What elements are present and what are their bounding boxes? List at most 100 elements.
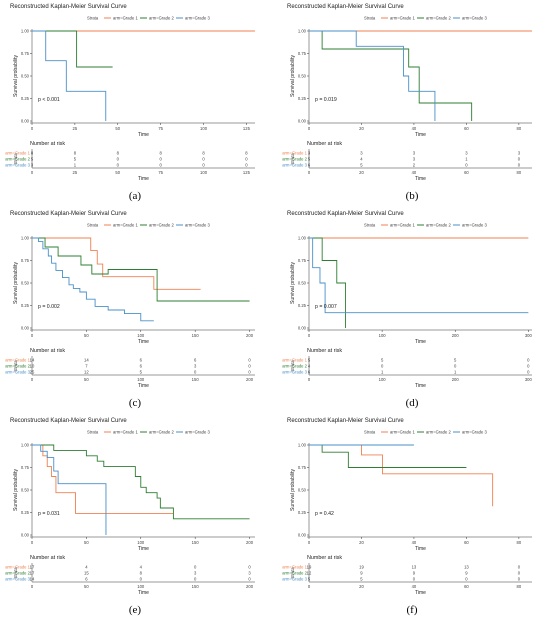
y-tick-label: 0.75: [21, 465, 30, 470]
risk-cell: 0: [248, 364, 251, 369]
panel-label: (d): [406, 397, 419, 409]
y-axis-label: Survival probability: [290, 55, 296, 97]
risk-cell: 17: [30, 565, 35, 570]
risk-x-tick-label: 50: [84, 584, 89, 589]
risk-cell: 3: [518, 151, 521, 156]
y-tick-label: 0.25: [298, 303, 307, 308]
risk-y-axis-label: Strata: [290, 360, 295, 372]
risk-cell: 0: [117, 157, 120, 162]
risk-cell: 8: [245, 151, 248, 156]
risk-cell: 1: [454, 370, 457, 375]
risk-row-label: arm=Grade 3: [282, 370, 307, 375]
risk-x-tick-label: 0: [31, 170, 34, 175]
legend-title: Strata: [87, 430, 99, 435]
risk-row-label: arm=Grade 2: [5, 364, 30, 369]
risk-table-title: Number at risk: [307, 348, 342, 354]
risk-cell: 3: [194, 364, 197, 369]
legend: Strata arm=Grade 1 arm=Grade 2 arm=Grade 3: [364, 430, 487, 435]
y-axis-label: Survival probability: [13, 469, 19, 511]
series-line-1: [32, 444, 174, 514]
chart-title: Reconstructed Kaplan-Meier Survival Curv…: [287, 4, 404, 10]
risk-row-label: arm=Grade 3: [282, 163, 307, 168]
series-line-2: [32, 444, 250, 520]
risk-cell: 3: [360, 151, 363, 156]
risk-x-tick-label: 60: [464, 170, 469, 175]
risk-cell: 0: [518, 163, 521, 168]
legend-item: arm=Grade 1: [390, 223, 415, 228]
risk-cell: 9: [465, 571, 468, 576]
risk-cell: 0: [202, 163, 205, 168]
x-tick-label: 25: [73, 126, 78, 131]
risk-table-title: Number at risk: [30, 141, 65, 147]
risk-cell: 3: [308, 151, 311, 156]
risk-cell: 4: [85, 565, 88, 570]
risk-x-tick-label: 75: [158, 170, 163, 175]
risk-row-label: arm=Grade 2: [282, 364, 307, 369]
x-tick-label: 150: [192, 540, 200, 545]
risk-cell: 0: [194, 370, 197, 375]
risk-cell: 5: [308, 358, 311, 363]
series-line-3: [32, 30, 107, 121]
risk-cell: 9: [360, 571, 363, 576]
risk-cell: 4: [140, 565, 143, 570]
km-panel-2: Reconstructed Kaplan-Meier Survival Curv…: [282, 4, 532, 202]
y-tick-label: 0.50: [298, 281, 307, 286]
risk-x-tick-label: 20: [359, 170, 364, 175]
series-line-2: [32, 30, 113, 68]
risk-cell: 3: [465, 151, 468, 156]
y-tick-label: 0.50: [21, 74, 30, 79]
x-tick-label: 300: [525, 333, 533, 338]
series-line-1: [32, 237, 201, 290]
risk-x-tick-label: 150: [192, 377, 200, 382]
risk-cell: 5: [140, 370, 143, 375]
risk-cell: 6: [85, 577, 88, 582]
risk-x-tick-label: 0: [308, 170, 311, 175]
risk-row-label: arm=Grade 1: [5, 565, 30, 570]
risk-cell: 0: [159, 163, 162, 168]
risk-cell: 6: [140, 364, 143, 369]
risk-cell: 5: [360, 577, 363, 582]
x-axis-label: Time: [138, 339, 149, 345]
risk-x-tick-label: 25: [73, 170, 78, 175]
risk-cell: 0: [202, 157, 205, 162]
y-tick-label: 1.00: [21, 29, 30, 34]
risk-row-label: arm=Grade 1: [282, 358, 307, 363]
legend: Strata arm=Grade 1 arm=Grade 2 arm=Grade 3: [87, 223, 210, 228]
y-tick-label: 0.25: [21, 303, 30, 308]
x-tick-label: 40: [412, 126, 417, 131]
x-tick-label: 150: [192, 333, 200, 338]
risk-row-label: arm=Grade 2: [5, 571, 30, 576]
risk-row-label: arm=Grade 2: [282, 571, 307, 576]
x-tick-label: 50: [84, 540, 89, 545]
legend: Strata arm=Grade 1 arm=Grade 2 arm=Grade 3: [364, 16, 487, 21]
y-tick-label: 0.00: [298, 326, 307, 331]
risk-cell: 0: [245, 157, 248, 162]
panel-label: (c): [129, 397, 142, 409]
y-tick-label: 0.75: [298, 258, 307, 263]
legend-item: arm=Grade 1: [113, 223, 138, 228]
y-tick-label: 0.25: [21, 510, 30, 515]
risk-row-label: arm=Grade 1: [282, 565, 307, 570]
risk-x-tick-label: 150: [192, 584, 200, 589]
y-tick-label: 0.50: [21, 281, 30, 286]
risk-x-tick-label: 100: [200, 170, 208, 175]
risk-x-tick-label: 300: [525, 377, 533, 382]
x-tick-label: 60: [464, 126, 469, 131]
risk-x-tick-label: 0: [308, 584, 311, 589]
risk-row-label: arm=Grade 1: [5, 151, 30, 156]
y-tick-label: 0.00: [21, 533, 30, 538]
x-axis-label: Time: [415, 546, 426, 552]
p-value: p < 0.001: [38, 97, 60, 103]
legend-item: arm=Grade 3: [462, 430, 487, 435]
risk-table-title: Number at risk: [30, 348, 65, 354]
risk-y-axis-label: Strata: [290, 153, 295, 165]
x-tick-label: 0: [308, 333, 311, 338]
x-axis-label: Time: [138, 132, 149, 138]
risk-x-tick-label: 60: [464, 584, 469, 589]
x-tick-label: 80: [517, 126, 522, 131]
chart-title: Reconstructed Kaplan-Meier Survival Curv…: [10, 211, 127, 217]
risk-cell: 19: [307, 565, 312, 570]
chart-title: Reconstructed Kaplan-Meier Survival Curv…: [10, 4, 127, 10]
